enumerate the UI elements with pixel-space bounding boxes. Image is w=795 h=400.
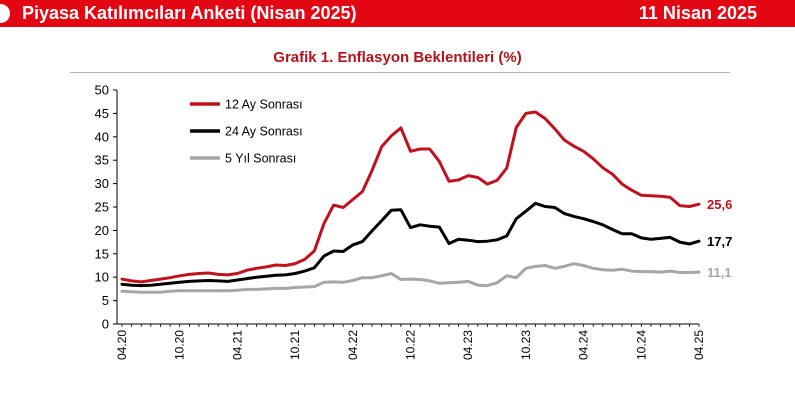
x-tick-label: 10.24 (634, 330, 648, 360)
y-tick-label: 45 (95, 106, 109, 121)
title-divider (70, 72, 730, 73)
y-tick-label: 35 (95, 153, 109, 168)
y-tick-label: 50 (95, 83, 109, 98)
series-line-1 (120, 110, 701, 284)
y-tick-label: 15 (95, 246, 109, 261)
y-tick-label: 5 (102, 293, 109, 308)
legend-label-1: 12 Ay Sonrası (225, 98, 303, 112)
x-tick-label: 10.21 (288, 330, 302, 360)
series-end-label-2: 17,7 (707, 234, 732, 249)
chart-title: Grafik 1. Enflasyon Beklentileri (%) (273, 49, 522, 66)
x-tick-label: 04.24 (577, 330, 591, 360)
x-tick-label: 10.23 (519, 330, 533, 360)
x-tick-label: 04.23 (461, 330, 475, 360)
y-tick-label: 25 (95, 200, 109, 215)
series-end-label-3: 11,1 (707, 265, 732, 280)
series-line-2 (120, 201, 701, 288)
legend-label-2: 24 Ay Sonrası (225, 125, 303, 139)
x-tick-label: 04.25 (692, 330, 706, 360)
x-tick-label: 10.22 (404, 330, 418, 360)
report-title: Piyasa Katılımcıları Anketi (Nisan 2025) (22, 3, 357, 23)
x-tick-label: 04.20 (115, 330, 129, 360)
x-tick-label: 10.20 (173, 330, 187, 360)
y-tick-label: 20 (95, 223, 109, 238)
series-line-3 (120, 262, 701, 294)
x-tick-label: 04.22 (346, 330, 360, 360)
report-date: 11 Nisan 2025 (638, 3, 757, 23)
report-header-bar: Piyasa Katılımcıları Anketi (Nisan 2025)… (0, 0, 795, 27)
y-tick-label: 40 (95, 129, 109, 144)
y-tick-label: 10 (95, 270, 109, 285)
y-tick-label: 30 (95, 176, 109, 191)
x-tick-label: 04.21 (230, 330, 244, 360)
y-tick-label: 0 (102, 317, 109, 332)
header-dot-icon (0, 4, 10, 23)
series-end-label-1: 25,6 (707, 197, 732, 212)
legend-label-3: 5 Yıl Sonrası (225, 152, 296, 166)
